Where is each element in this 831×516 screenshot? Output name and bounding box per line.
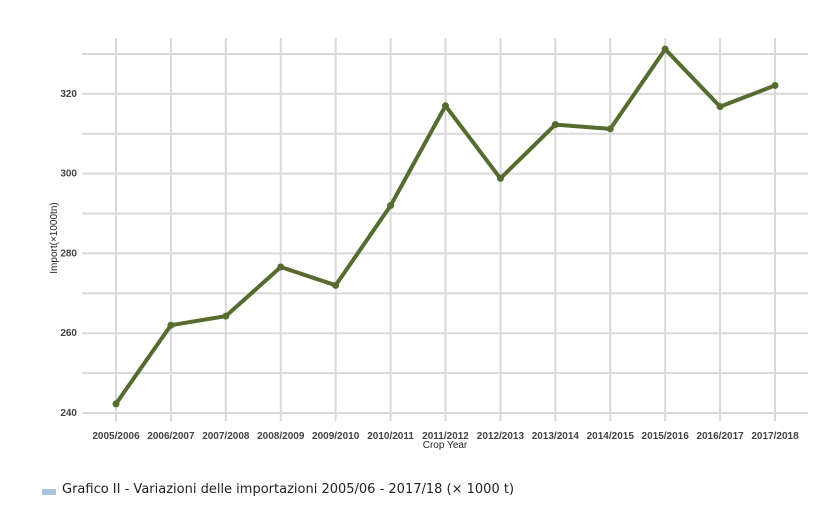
data-point xyxy=(442,102,449,110)
y-axis-title: Import(×1000tn) xyxy=(49,202,60,273)
data-points xyxy=(112,45,779,408)
y-tick-label: 260 xyxy=(60,328,77,339)
x-tick-label: 2015/2016 xyxy=(642,431,690,442)
x-tick-label: 2011/2012 xyxy=(422,431,469,442)
x-tick-label: 2012/2013 xyxy=(477,431,525,442)
data-point xyxy=(606,125,614,133)
x-tick-label: 2013/2014 xyxy=(532,431,580,442)
y-tick-label: 280 xyxy=(60,248,77,259)
data-point xyxy=(167,321,175,329)
y-tick-label: 320 xyxy=(60,89,77,100)
grid xyxy=(82,38,808,421)
x-tick-label: 2006/2007 xyxy=(147,431,195,442)
data-point xyxy=(771,81,779,89)
data-point xyxy=(387,202,395,210)
x-tick-label: 2016/2017 xyxy=(696,431,744,442)
x-tick-label: 2009/2010 xyxy=(312,431,360,442)
y-tick-label: 300 xyxy=(60,169,77,180)
data-point xyxy=(112,400,120,408)
data-point xyxy=(332,281,340,289)
x-tick-label: 2005/2006 xyxy=(92,431,140,442)
data-point xyxy=(496,174,504,182)
x-tick-label: 2017/2018 xyxy=(751,431,799,442)
data-point xyxy=(277,263,285,271)
chart-caption: Grafico II - Variazioni delle importazio… xyxy=(42,482,514,497)
line-chart: 240 260 280 300 320 2005/2006 2006/2007 2007/2… xyxy=(49,38,808,451)
data-point xyxy=(661,45,669,53)
data-point xyxy=(222,312,230,320)
x-tick-label: 2007/2008 xyxy=(202,431,250,442)
caption-marker-icon xyxy=(42,488,56,495)
x-tick-label: 2010/2011 xyxy=(367,431,414,442)
data-point xyxy=(716,103,724,111)
x-axis-ticks: 2005/2006 2006/2007 2007/2008 2008/2009 2009… xyxy=(92,431,799,442)
x-tick-label: 2008/2009 xyxy=(257,431,305,442)
y-axis-ticks: 240 260 280 300 320 xyxy=(60,89,77,419)
x-axis-title: Crop Year xyxy=(423,440,468,451)
y-tick-label: 240 xyxy=(60,408,77,419)
x-tick-label: 2014/2015 xyxy=(587,431,635,442)
caption-text: Grafico II - Variazioni delle importazio… xyxy=(62,482,515,497)
data-point xyxy=(551,121,559,129)
